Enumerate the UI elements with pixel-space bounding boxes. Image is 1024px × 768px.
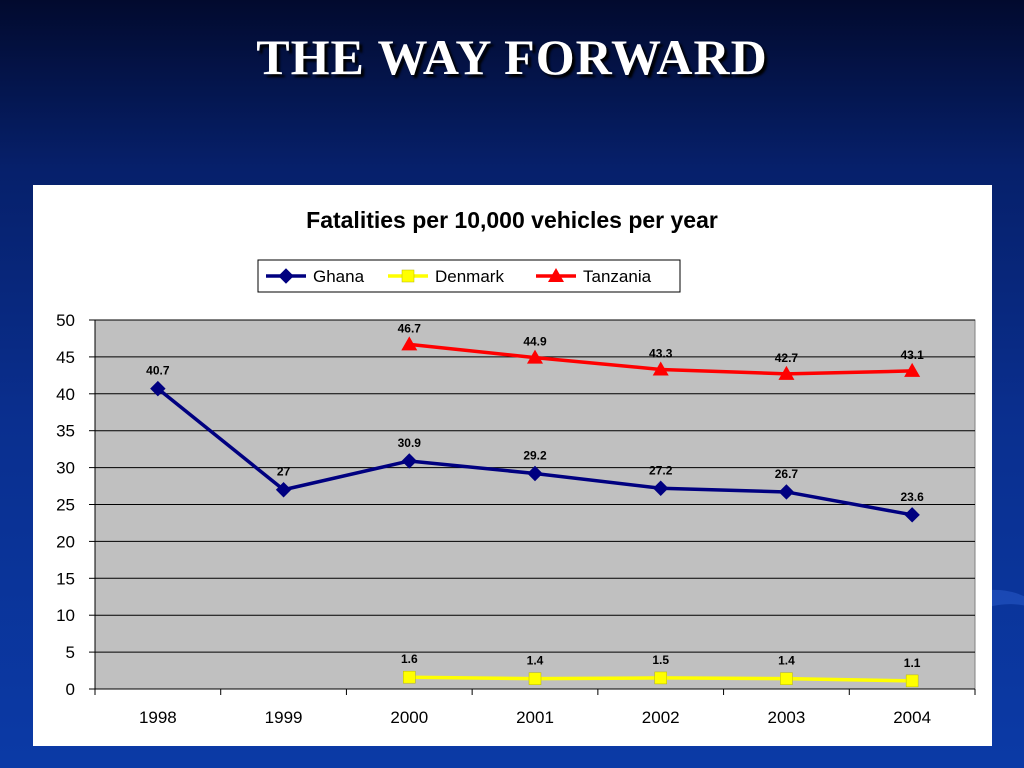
data-label-tanzania: 44.9: [523, 335, 547, 349]
data-point-tanzania: [527, 349, 543, 364]
data-point-ghana: [275, 482, 292, 498]
y-tick-label: 5: [66, 643, 75, 662]
data-label-denmark: 1.4: [778, 654, 795, 668]
chart-panel: Fatalities per 10,000 vehicles per year …: [33, 185, 992, 746]
x-tick-label: 2002: [642, 708, 680, 727]
data-point-tanzania: [652, 361, 669, 376]
data-label-ghana: 27: [277, 465, 291, 479]
data-point-denmark: [403, 670, 416, 684]
y-tick-label: 20: [56, 532, 75, 551]
data-label-tanzania: 42.7: [775, 351, 799, 365]
data-label-ghana: 30.9: [398, 436, 422, 450]
x-tick-label: 1998: [139, 708, 177, 727]
y-tick-label: 35: [56, 422, 75, 441]
line-chart: Fatalities per 10,000 vehicles per year …: [56, 207, 976, 727]
data-label-ghana: 26.7: [775, 467, 799, 481]
data-point-denmark: [905, 674, 919, 688]
data-point-denmark: [780, 672, 793, 685]
legend-marker-ghana: [278, 268, 294, 284]
data-point-denmark: [528, 672, 542, 685]
data-point-ghana: [401, 453, 417, 469]
data-label-ghana: 29.2: [523, 449, 547, 463]
data-label-tanzania: 46.7: [398, 321, 422, 335]
chart-legend: Ghana Denmark Tanzania: [257, 259, 681, 293]
data-point-ghana: [653, 480, 669, 496]
legend-marker-denmark: [401, 269, 415, 283]
data-point-tanzania: [904, 362, 921, 377]
data-label-tanzania: 43.1: [900, 348, 924, 362]
legend-label-tanzania: Tanzania: [583, 267, 652, 286]
slide-title: THE WAY FORWARD: [256, 29, 768, 85]
data-point-ghana: [778, 484, 795, 500]
x-tick-label: 2000: [390, 708, 428, 727]
x-tick-label: 1999: [265, 708, 303, 727]
y-tick-label: 30: [56, 459, 75, 478]
y-tick-label: 0: [66, 680, 75, 699]
y-tick-label: 10: [56, 606, 75, 625]
data-point-tanzania: [401, 336, 418, 351]
plot-area: 0 5 10 15 20 25 30 35 40 45 50 1998 1999 2000 2001 2002…: [56, 311, 976, 727]
chart-title: Fatalities per 10,000 vehicles per year: [306, 207, 718, 233]
data-label-ghana: 23.6: [900, 490, 924, 504]
data-point-tanzania: [778, 365, 795, 380]
y-tick-label: 15: [56, 569, 75, 588]
x-tick-label: 2001: [516, 708, 554, 727]
data-label-ghana: 27.2: [649, 463, 673, 477]
y-tick-label: 25: [56, 496, 75, 515]
data-label-denmark: 1.1: [904, 656, 921, 670]
y-tick-label: 45: [56, 348, 75, 367]
data-label-tanzania: 43.3: [649, 346, 673, 360]
legend-marker-tanzania: [548, 268, 564, 282]
data-point-ghana: [904, 507, 920, 523]
data-label-denmark: 1.6: [401, 652, 418, 666]
data-point-denmark: [654, 671, 667, 685]
legend-box: [257, 259, 681, 293]
data-point-ghana: [527, 465, 543, 482]
y-tick-label: 50: [56, 311, 75, 330]
data-label-denmark: 1.4: [527, 654, 544, 668]
x-tick-label: 2003: [768, 708, 806, 727]
legend-label-ghana: Ghana: [313, 267, 365, 286]
data-label-denmark: 1.5: [652, 653, 669, 667]
data-label-ghana: 40.7: [146, 364, 170, 378]
x-tick-label: 2004: [893, 708, 931, 727]
data-point-ghana: [150, 380, 166, 397]
legend-label-denmark: Denmark: [435, 267, 504, 286]
y-tick-label: 40: [56, 385, 75, 404]
